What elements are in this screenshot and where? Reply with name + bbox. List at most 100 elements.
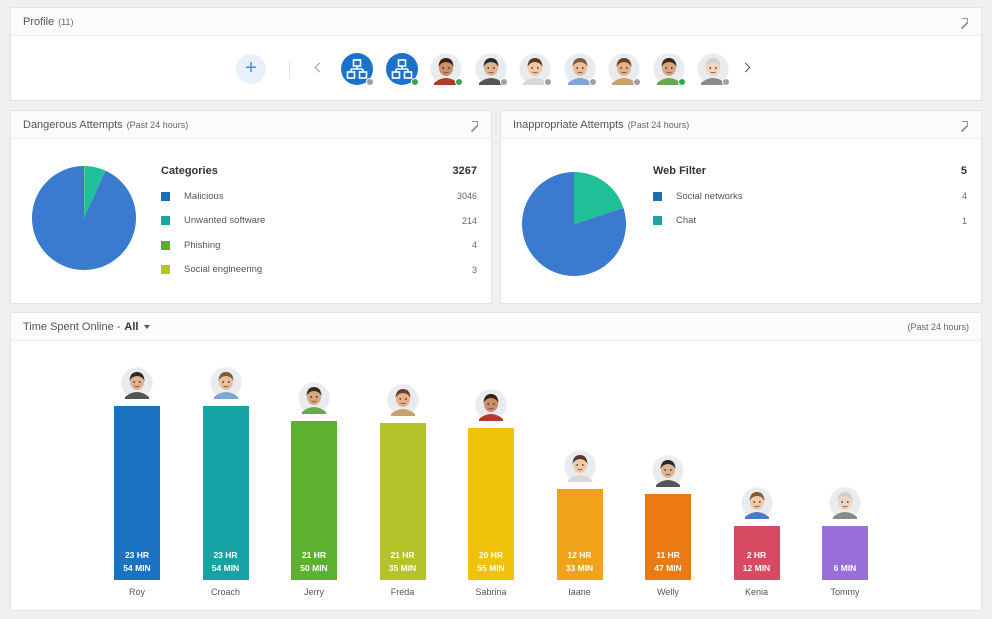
network-avatar[interactable] xyxy=(385,53,419,86)
profile-avatar[interactable] xyxy=(430,53,463,86)
profile-avatar[interactable] xyxy=(563,53,597,86)
bar-value-line: 20 HR xyxy=(478,550,504,560)
pie-slice[interactable] xyxy=(84,166,106,218)
bar-avatar[interactable] xyxy=(740,487,773,519)
bar-category-label: Freda xyxy=(390,587,415,597)
bar-value-label: 2 HR 12 MIN xyxy=(734,549,780,575)
bar-value-label: 21 HR 35 MIN xyxy=(380,549,426,575)
status-dot xyxy=(722,78,730,86)
legend-item[interactable]: Phishing 4 xyxy=(161,238,477,252)
network-icon xyxy=(346,59,368,79)
time-bar[interactable]: 23 HR 54 MIN xyxy=(202,406,249,580)
expand-icon[interactable] xyxy=(959,17,969,27)
bar-avatar[interactable] xyxy=(475,389,507,421)
bar-category-label: Roy xyxy=(128,587,145,597)
bar-value-line: 54 MIN xyxy=(123,563,151,573)
legend-swatch xyxy=(161,191,170,201)
legend-swatch xyxy=(161,240,170,250)
avatar-photo xyxy=(474,53,507,85)
inappropriate-pie-chart[interactable] xyxy=(521,171,627,277)
bar-category-label: Kenia xyxy=(744,587,769,597)
legend-value: 3046 xyxy=(456,191,477,201)
dangerous-attempts-panel: Dangerous Attempts (Past 24 hours) Categ… xyxy=(10,110,492,304)
profile-avatar[interactable] xyxy=(697,53,730,86)
bar-avatar[interactable] xyxy=(829,487,861,519)
chevron-left-icon[interactable] xyxy=(313,58,327,78)
time-bar[interactable]: 23 HR 54 MIN xyxy=(114,406,160,580)
profile-avatar[interactable] xyxy=(519,53,552,86)
time-bar[interactable]: 12 HR 33 MIN xyxy=(556,489,603,580)
bar-value-line: 12 HR xyxy=(567,550,592,560)
expand-icon[interactable] xyxy=(959,120,969,130)
legend-item[interactable]: Social networks 4 xyxy=(653,189,967,203)
dangerous-pie-chart[interactable] xyxy=(31,165,137,271)
bar-avatar[interactable] xyxy=(209,367,242,399)
time-filter-select[interactable]: All xyxy=(124,320,139,333)
time-bar[interactable]: 21 HR 50 MIN xyxy=(291,421,337,580)
profile-panel: Profile (11) + xyxy=(10,7,982,101)
bar-value-line: 12 MIN xyxy=(742,563,771,573)
dangerous-legend-title: Categories xyxy=(161,165,218,177)
avatar-photo xyxy=(608,53,640,85)
bar-avatar[interactable] xyxy=(652,455,684,487)
legend-item[interactable]: Malicious 3046 xyxy=(161,189,477,203)
bar-category-label: Jerry xyxy=(304,587,324,597)
bar-avatar[interactable] xyxy=(298,382,330,414)
legend-item[interactable]: Social engineering 3 xyxy=(161,263,477,277)
legend-value: 4 xyxy=(471,240,477,250)
bar-value-label: 11 HR 47 MIN xyxy=(645,549,691,575)
time-bar[interactable]: 11 HR 47 MIN xyxy=(645,494,691,580)
bar-value-line: 54 MIN xyxy=(211,563,240,573)
pie-slice[interactable] xyxy=(84,166,85,218)
bar-value-label: 12 HR 33 MIN xyxy=(557,549,603,575)
time-header: Time Spent Online - All (Past 24 hours) xyxy=(11,313,981,341)
time-spent-panel: Time Spent Online - All (Past 24 hours) … xyxy=(10,312,982,611)
bar-value-line: 2 HR xyxy=(746,550,767,560)
bar-value-label: 23 HR 54 MIN xyxy=(114,549,160,575)
time-bar[interactable]: 20 HR 55 MIN xyxy=(468,428,514,580)
bar-value-line: 50 MIN xyxy=(300,563,328,573)
inappropriate-total: 5 xyxy=(960,165,967,177)
bar-avatar[interactable] xyxy=(121,367,153,399)
time-bar[interactable]: 6 MIN xyxy=(822,526,868,580)
expand-icon[interactable] xyxy=(469,120,479,130)
time-bar[interactable]: 21 HR 35 MIN xyxy=(379,423,426,580)
bar-value-line: 6 MIN xyxy=(833,563,857,573)
network-avatar[interactable] xyxy=(341,53,374,86)
legend-item[interactable]: Unwanted software 214 xyxy=(161,214,477,228)
profile-avatar[interactable] xyxy=(474,53,508,86)
inappropriate-legend-title: Web Filter xyxy=(653,165,706,177)
bar-category-label: Tommy xyxy=(830,587,860,597)
bar-avatar[interactable] xyxy=(563,450,596,482)
legend-value: 1 xyxy=(961,215,967,226)
status-dot xyxy=(499,78,508,86)
profile-avatar[interactable] xyxy=(608,53,641,86)
chevron-right-icon[interactable] xyxy=(741,58,755,78)
time-bar[interactable]: 2 HR 12 MIN xyxy=(733,526,780,580)
avatar-photo xyxy=(519,53,551,85)
status-dot xyxy=(455,78,463,86)
pie-slice[interactable] xyxy=(574,172,624,224)
legend-label: Social networks xyxy=(676,190,743,202)
inappropriate-header: Inappropriate Attempts (Past 24 hours) xyxy=(501,111,981,139)
bar-category-label: Sabrina xyxy=(475,587,507,597)
bar-value-line: 55 MIN xyxy=(477,563,505,573)
profile-avatar[interactable] xyxy=(652,53,686,86)
bar-avatar[interactable] xyxy=(386,384,419,416)
bar-value-label: 23 HR 54 MIN xyxy=(203,549,249,575)
legend-item[interactable]: Chat 1 xyxy=(653,214,967,228)
avatar-photo xyxy=(652,53,685,85)
legend-swatch xyxy=(161,265,170,274)
bar-value-line: 21 HR xyxy=(390,550,415,560)
dangerous-total: 3267 xyxy=(452,165,477,177)
pie-slice[interactable] xyxy=(32,166,136,270)
inappropriate-attempts-panel: Inappropriate Attempts (Past 24 hours) W… xyxy=(500,110,982,304)
add-profile-button[interactable]: + xyxy=(236,54,266,84)
bar-value-line: 35 MIN xyxy=(388,563,417,573)
bar-value-line: 23 HR xyxy=(213,550,238,560)
bar-value-line: 47 MIN xyxy=(654,563,682,573)
status-dot xyxy=(410,78,419,86)
legend-label: Unwanted software xyxy=(184,215,266,226)
caret-down-icon[interactable] xyxy=(144,324,151,329)
legend-label: Social engineering xyxy=(184,264,263,275)
